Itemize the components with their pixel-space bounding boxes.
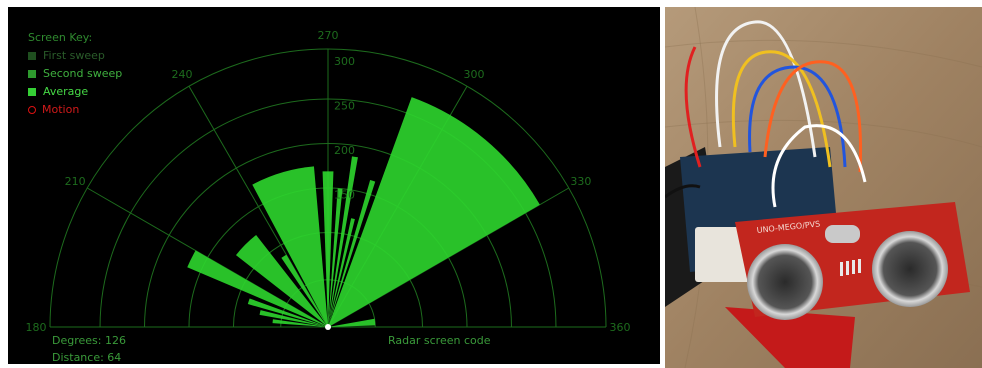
sweep-wedge [328, 180, 376, 327]
angle-label: 210 [65, 175, 86, 188]
distance-label: 150 [334, 188, 355, 201]
average-label: Average [43, 85, 89, 98]
distance-label: 200 [334, 144, 355, 157]
average-swatch [28, 88, 36, 96]
angle-label: 300 [464, 68, 485, 81]
screen-key-title: Screen Key: [28, 31, 93, 44]
radar-footer-label: Radar screen code [388, 334, 491, 347]
key-item-average: Average [28, 83, 122, 101]
key-item-motion: Motion [28, 101, 122, 119]
sweep-wedge [187, 250, 328, 327]
angle-label: 240 [172, 68, 193, 81]
receiver-icon [872, 231, 948, 307]
screen-key: Screen Key: First sweep Second sweep Ave… [28, 29, 122, 119]
key-item-second-sweep: Second sweep [28, 65, 122, 83]
jumper-wires [665, 20, 867, 208]
radial-line [327, 187, 570, 328]
first-sweep-swatch [28, 52, 36, 60]
sweep-wedge [328, 218, 355, 327]
transmitter-icon [747, 244, 823, 320]
hardware-photo: UNO-MEGO/PVS [665, 7, 982, 368]
sweep-wedge [235, 234, 328, 327]
motion-label: Motion [42, 103, 80, 116]
key-item-first-sweep: First sweep [28, 47, 122, 65]
sweep-wedge [272, 319, 328, 327]
sweep-wedge [328, 156, 358, 327]
distance-label: 300 [334, 55, 355, 68]
sweep-wedge [252, 166, 328, 327]
motion-icon [28, 106, 36, 114]
sweep-wedge [247, 298, 328, 327]
radar-display: 180 210 240 270 300 330 360 150 200 250 300 [26, 29, 631, 334]
first-sweep-label: First sweep [43, 49, 105, 62]
second-sweep-swatch [28, 70, 36, 78]
sweep-wedge [328, 97, 540, 328]
sweep-wedge [328, 188, 343, 327]
sweep-wedge [322, 171, 334, 327]
radar-sweeps [187, 97, 540, 330]
crystal-oscillator [825, 225, 860, 243]
angle-label: 180 [26, 321, 47, 334]
sweep-wedge [328, 318, 376, 327]
distance-readout: Distance: 64 [52, 351, 122, 364]
header-pins [840, 259, 861, 276]
degrees-readout: Degrees: 126 [52, 334, 126, 347]
angle-label: 330 [570, 175, 591, 188]
ultrasonic-sensor-photo: UNO-MEGO/PVS [665, 7, 982, 368]
sweep-wedge [281, 254, 328, 327]
distance-label: 250 [334, 99, 355, 112]
angle-label: 360 [610, 321, 631, 334]
sweep-wedge [259, 310, 328, 327]
angle-label: 270 [318, 29, 339, 42]
radar-screen: 180 210 240 270 300 330 360 150 200 250 300 Screen… [8, 7, 660, 364]
red-holder [725, 307, 855, 368]
radar-center [325, 324, 331, 330]
radial-line [188, 85, 329, 328]
radar-labels: 180 210 240 270 300 330 360 150 200 250 300 [26, 29, 631, 334]
second-sweep-label: Second sweep [43, 67, 123, 80]
